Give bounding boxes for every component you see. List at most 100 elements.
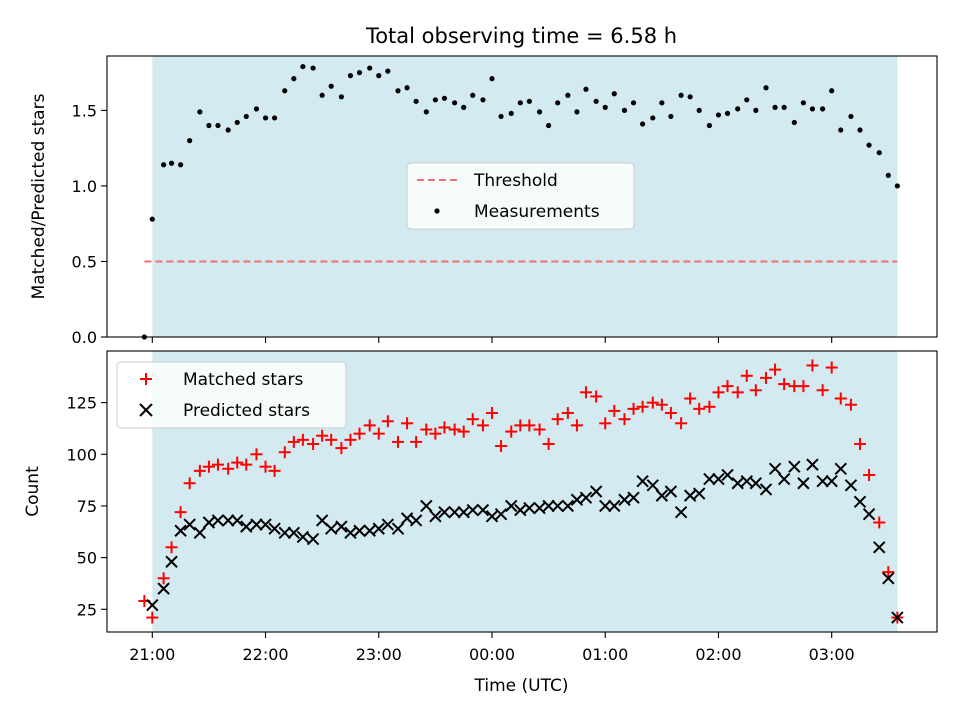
matched-stars-point — [202, 460, 215, 473]
matched-stars-point — [325, 433, 338, 446]
matched-stars-point — [401, 417, 414, 430]
predicted-stars-point — [420, 499, 433, 513]
predicted-stars-point — [551, 499, 564, 513]
measurements-point — [225, 127, 231, 133]
measurements-point — [271, 115, 278, 121]
matched-stars-point — [278, 446, 291, 459]
predicted-stars-point — [683, 489, 697, 502]
matched-stars-point — [816, 384, 829, 397]
predicted-stars-point — [873, 541, 886, 554]
measurements-point — [753, 107, 759, 113]
legend-threshold-label: Threshold — [473, 171, 558, 191]
x-tick-label: 22:00 — [242, 645, 288, 664]
matched-stars-point — [646, 396, 659, 409]
matched-stars-point — [287, 435, 300, 448]
measurements-point — [206, 122, 212, 129]
predicted-stars-point — [268, 522, 281, 535]
measurements-point — [376, 73, 382, 79]
matched-stars-point — [505, 425, 518, 438]
matched-stars-point — [193, 464, 206, 477]
predicted-stars-point — [514, 503, 527, 517]
measurements-point — [508, 110, 514, 117]
predicted-stars-point — [211, 514, 225, 527]
predicted-stars-point — [231, 514, 244, 527]
measurements-point — [536, 109, 543, 115]
measurements-point — [546, 122, 552, 129]
measurements-point — [791, 119, 797, 126]
predicted-stars-point — [721, 468, 734, 482]
measurements-point — [149, 216, 155, 222]
predicted-stars-point — [618, 493, 631, 506]
matched-stars-point — [392, 435, 405, 448]
predicted-stars-point — [749, 477, 763, 490]
predicted-stars-point — [655, 489, 669, 502]
matched-stars-point — [363, 419, 376, 432]
matched-stars-point — [174, 506, 187, 519]
predicted-stars-point — [703, 472, 716, 486]
measurements-point — [809, 106, 816, 112]
predicted-stars-point — [731, 477, 744, 490]
top-panel: 0.0 0.5 1.0 1.5 Matched/Predicted stars Thr… — [29, 55, 938, 347]
matched-stars-point — [561, 406, 574, 419]
predicted-stars-point — [542, 499, 555, 513]
matched-stars-point — [749, 384, 762, 397]
x-tick-label: 00:00 — [469, 645, 515, 664]
matched-stars-point — [627, 402, 640, 415]
predicted-stars-point — [438, 505, 451, 519]
matched-stars-point — [542, 437, 555, 450]
predicted-stars-point — [448, 505, 461, 519]
measurements-point — [423, 109, 429, 115]
predicted-stars-point — [740, 474, 753, 488]
measurements-point — [555, 100, 561, 106]
measurements-point — [724, 110, 731, 117]
matched-stars-point — [533, 423, 546, 436]
predicted-stars-point — [335, 520, 348, 533]
predicted-stars-point — [457, 505, 470, 519]
measurements-point — [253, 106, 260, 112]
measurements-point — [838, 127, 844, 133]
matched-stars-point — [721, 380, 734, 393]
measurements-point — [763, 85, 769, 91]
matched-stars-point — [769, 363, 782, 376]
matched-stars-point — [655, 398, 668, 411]
measurements-point — [574, 109, 580, 115]
predicted-stars-point — [797, 477, 810, 490]
legend-predicted-label: Predicted stars — [183, 401, 310, 421]
matched-stars-point — [590, 390, 603, 403]
measurements-point — [470, 92, 476, 98]
predicted-stars-point — [834, 462, 847, 475]
predicted-stars-point — [570, 493, 584, 506]
matched-stars-point — [316, 429, 329, 442]
predicted-stars-point — [174, 524, 187, 537]
x-tick-label: 02:00 — [695, 645, 741, 664]
predicted-stars-point — [533, 501, 546, 515]
top-y-axis-label: Matched/Predicted stars — [29, 93, 49, 299]
chart-title: Total observing time = 6.58 h — [365, 24, 677, 48]
top-panel-frame — [106, 55, 938, 338]
predicted-stars-point — [193, 526, 207, 540]
predicted-stars-point — [494, 508, 508, 521]
measurements-point — [639, 121, 646, 127]
matched-stars-point — [268, 464, 281, 477]
measurements-point — [187, 138, 193, 144]
measurements-point — [829, 88, 835, 94]
matched-stars-point — [157, 572, 170, 585]
measurements-point — [820, 106, 826, 112]
top-legend-box — [406, 162, 635, 230]
matched-stars-point — [778, 378, 791, 391]
matched-stars-point — [618, 413, 631, 426]
measurements-point — [413, 98, 419, 104]
measurements-point — [611, 91, 617, 97]
measurements-point — [621, 107, 628, 113]
matched-stars-point — [551, 413, 564, 426]
matched-stars-point — [863, 468, 876, 481]
predicted-stars-point — [250, 518, 263, 531]
matched-stars-point — [495, 440, 508, 453]
matched-stars-point — [381, 415, 394, 428]
measurements-point — [800, 100, 806, 106]
measurements-point — [565, 92, 571, 98]
measurements-point — [659, 100, 665, 106]
x-tick-label: 21:00 — [129, 645, 175, 664]
predicted-stars-point — [505, 499, 518, 513]
predicted-stars-point — [381, 518, 395, 531]
